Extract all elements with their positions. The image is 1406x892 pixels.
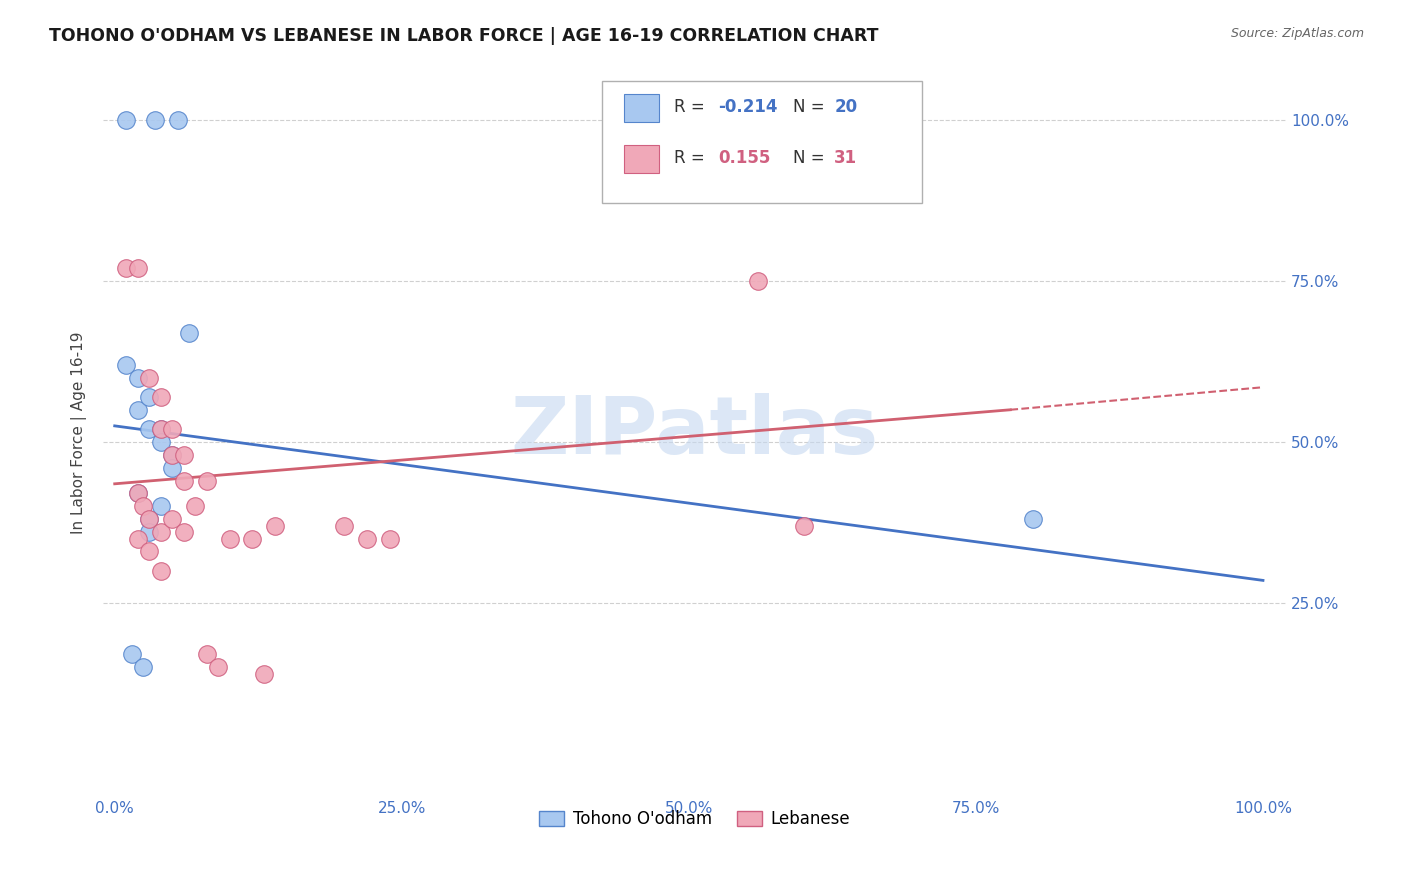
Point	[149, 422, 172, 436]
FancyBboxPatch shape	[624, 94, 659, 121]
Point	[115, 113, 138, 128]
Point	[356, 532, 378, 546]
Point	[127, 402, 149, 417]
Point	[160, 460, 183, 475]
Text: Source: ZipAtlas.com: Source: ZipAtlas.com	[1230, 27, 1364, 40]
Text: R =: R =	[675, 98, 710, 116]
Point	[195, 474, 218, 488]
Point	[195, 648, 218, 662]
Point	[115, 261, 138, 276]
FancyBboxPatch shape	[624, 145, 659, 172]
Point	[143, 113, 166, 128]
Point	[138, 370, 160, 384]
Point	[149, 390, 172, 404]
Point	[138, 544, 160, 558]
Point	[253, 666, 276, 681]
Point	[380, 532, 402, 546]
Point	[138, 512, 160, 526]
Text: 0.155: 0.155	[718, 149, 770, 167]
Point	[127, 486, 149, 500]
Point	[132, 500, 155, 514]
Point	[160, 422, 183, 436]
Point	[333, 518, 356, 533]
FancyBboxPatch shape	[602, 81, 922, 203]
Point	[793, 518, 815, 533]
Text: TOHONO O'ODHAM VS LEBANESE IN LABOR FORCE | AGE 16-19 CORRELATION CHART: TOHONO O'ODHAM VS LEBANESE IN LABOR FORC…	[49, 27, 879, 45]
Point	[138, 525, 160, 540]
Text: ZIPatlas: ZIPatlas	[510, 393, 879, 471]
Point	[173, 525, 195, 540]
Point	[264, 518, 287, 533]
Point	[138, 512, 160, 526]
Point	[138, 422, 160, 436]
Point	[747, 274, 769, 288]
Point	[115, 358, 138, 372]
Point	[207, 660, 229, 674]
Point	[184, 500, 207, 514]
Text: -0.214: -0.214	[718, 98, 778, 116]
Text: N =: N =	[793, 98, 830, 116]
Point	[218, 532, 240, 546]
Legend: Tohono O'odham, Lebanese: Tohono O'odham, Lebanese	[533, 804, 856, 835]
Text: R =: R =	[675, 149, 716, 167]
Point	[242, 532, 264, 546]
Point	[127, 486, 149, 500]
Point	[149, 434, 172, 449]
Text: 31: 31	[834, 149, 858, 167]
Text: 20: 20	[834, 98, 858, 116]
Point	[173, 448, 195, 462]
Y-axis label: In Labor Force | Age 16-19: In Labor Force | Age 16-19	[72, 331, 87, 533]
Point	[127, 370, 149, 384]
Point	[160, 448, 183, 462]
Point	[166, 113, 188, 128]
Point	[149, 422, 172, 436]
Point	[121, 648, 143, 662]
Point	[127, 261, 149, 276]
Point	[160, 512, 183, 526]
Point	[160, 448, 183, 462]
Point	[173, 474, 195, 488]
Text: N =: N =	[793, 149, 830, 167]
Point	[1022, 512, 1045, 526]
Point	[149, 564, 172, 578]
Point	[138, 390, 160, 404]
Point	[132, 660, 155, 674]
Point	[149, 525, 172, 540]
Point	[179, 326, 201, 340]
Point	[149, 500, 172, 514]
Point	[127, 532, 149, 546]
